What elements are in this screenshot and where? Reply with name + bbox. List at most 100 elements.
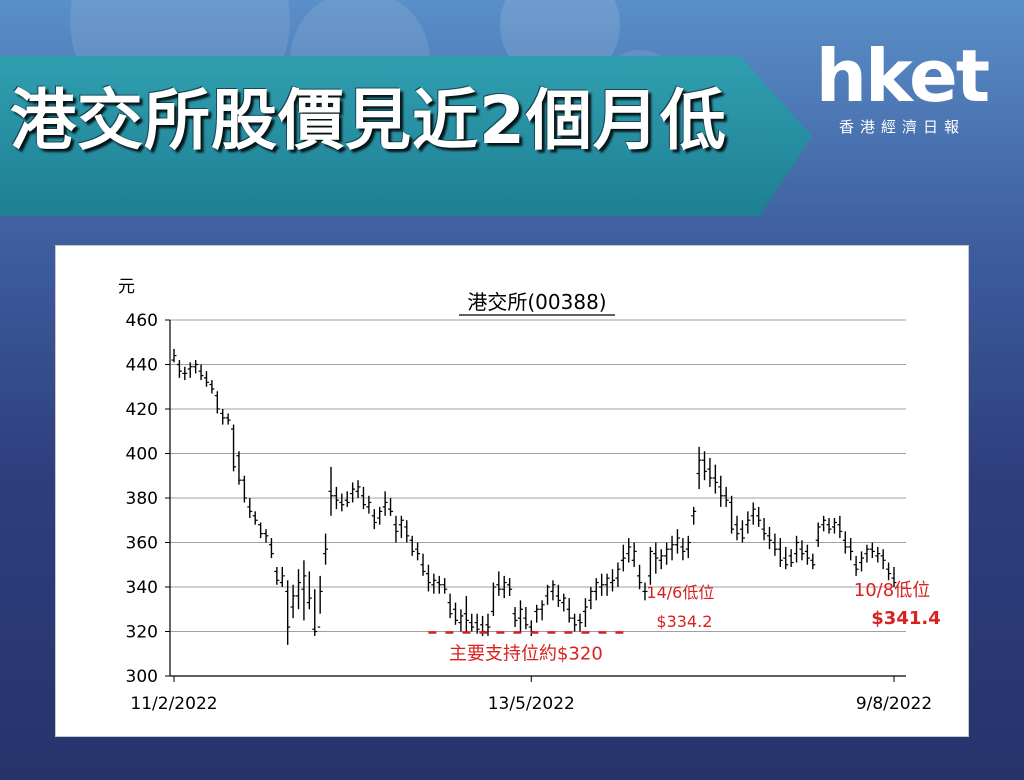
y-tick-labels: 300 320 340 360 380 400 420 440 460 bbox=[126, 311, 158, 687]
ohlc-bar bbox=[788, 549, 794, 567]
brand-logo: hket bbox=[815, 34, 990, 118]
ohlc-bar bbox=[821, 515, 827, 532]
ohlc-bar bbox=[355, 480, 361, 498]
axes bbox=[169, 320, 906, 677]
ohlc-bar bbox=[734, 515, 740, 541]
brand-block: hket 香港經濟日報 bbox=[812, 40, 992, 137]
ohlc-bar bbox=[420, 553, 426, 576]
ohlc-bar bbox=[572, 613, 578, 632]
ohlc-bar bbox=[344, 491, 350, 507]
ohlc-bar bbox=[442, 578, 448, 594]
ohlc-bar bbox=[626, 538, 632, 563]
ohlc-bar bbox=[366, 495, 372, 514]
ohlc-bar bbox=[263, 529, 269, 543]
low2-price-label: $341.4 bbox=[871, 608, 940, 629]
ohlc-bar bbox=[231, 424, 237, 472]
y-tick-label: 380 bbox=[126, 489, 158, 509]
ohlc-bar bbox=[236, 451, 242, 485]
ohlc-bar bbox=[599, 573, 605, 596]
ohlc-bar bbox=[810, 553, 816, 570]
ohlc-bar bbox=[545, 584, 551, 605]
ohlc-bar bbox=[360, 486, 366, 510]
ohlc-bar bbox=[745, 511, 751, 534]
ohlc-bar bbox=[534, 604, 540, 623]
ohlc-bar bbox=[268, 538, 274, 559]
ohlc-bar bbox=[848, 538, 854, 561]
ohlc-bar bbox=[550, 580, 556, 601]
ohlc-bar bbox=[756, 506, 762, 527]
ohlc-bar bbox=[490, 582, 496, 616]
ohlc-bars bbox=[171, 348, 897, 645]
ohlc-bar bbox=[642, 582, 648, 601]
ohlc-bar bbox=[171, 348, 177, 363]
ohlc-bar bbox=[664, 542, 670, 565]
ohlc-bar bbox=[339, 493, 345, 512]
ohlc-bar bbox=[582, 598, 588, 628]
y-tick-label: 460 bbox=[126, 311, 158, 331]
ohlc-bar bbox=[837, 515, 843, 539]
ohlc-bar bbox=[198, 364, 204, 381]
brand-subtitle: 香港經濟日報 bbox=[838, 118, 965, 136]
ohlc-bar bbox=[193, 360, 199, 374]
ohlc-bar bbox=[496, 571, 502, 596]
support-label: 主要支持位約$320 bbox=[449, 644, 603, 665]
ohlc-bar bbox=[209, 380, 215, 394]
ohlc-bar bbox=[696, 446, 702, 490]
ohlc-bar bbox=[859, 551, 865, 572]
y-tick-label: 440 bbox=[126, 356, 158, 376]
ohlc-bar bbox=[252, 511, 258, 525]
ohlc-bar bbox=[566, 598, 572, 623]
low1-price-label: $334.2 bbox=[656, 612, 712, 631]
ohlc-bar bbox=[853, 555, 859, 576]
ohlc-bar bbox=[620, 544, 626, 572]
ohlc-bar bbox=[312, 589, 318, 636]
ohlc-bar bbox=[631, 542, 637, 567]
ohlc-bar bbox=[718, 475, 724, 507]
ohlc-bar bbox=[723, 486, 729, 507]
ohlc-bar bbox=[772, 533, 778, 556]
ohlc-bar bbox=[317, 575, 323, 628]
ohlc-bar bbox=[377, 506, 383, 525]
ohlc-bar bbox=[707, 457, 713, 487]
y-axis-label: 元 bbox=[118, 277, 135, 297]
ohlc-bar bbox=[691, 506, 697, 525]
ohlc-bar bbox=[512, 607, 518, 628]
ohlc-bar bbox=[447, 593, 453, 619]
ohlc-bar bbox=[176, 360, 182, 378]
ohlc-bar bbox=[869, 542, 875, 559]
ohlc-bar bbox=[393, 515, 399, 543]
ohlc-bar bbox=[415, 542, 421, 561]
ohlc-bar bbox=[750, 502, 756, 525]
ohlc-bar bbox=[712, 464, 718, 494]
low2-label: 10/8低位 bbox=[854, 580, 930, 601]
ohlc-bar bbox=[517, 600, 523, 632]
annotations: 主要支持位約$320 14/6低位 $334.2 10/8低位 $341.4 bbox=[428, 580, 941, 665]
ohlc-bar bbox=[474, 613, 480, 634]
ohlc-bar bbox=[875, 546, 881, 563]
ohlc-bar bbox=[333, 486, 339, 510]
ohlc-bar bbox=[469, 613, 475, 632]
ohlc-bar bbox=[761, 518, 767, 541]
ohlc-bar bbox=[593, 578, 599, 601]
y-tick-label: 420 bbox=[126, 400, 158, 420]
y-tick-label: 340 bbox=[126, 578, 158, 598]
ohlc-bar bbox=[658, 549, 664, 570]
ohlc-bar bbox=[182, 366, 188, 381]
ohlc-bar bbox=[864, 544, 870, 563]
y-tick-label: 300 bbox=[126, 667, 158, 687]
ohlc-bar bbox=[274, 566, 280, 585]
ohlc-bar bbox=[404, 520, 410, 543]
ohlc-bar bbox=[214, 391, 220, 414]
ohlc-bar bbox=[187, 362, 193, 378]
ohlc-bar bbox=[382, 491, 388, 516]
ohlc-bar bbox=[290, 584, 296, 619]
ohlc-bar bbox=[685, 535, 691, 559]
ohlc-bar bbox=[804, 544, 810, 565]
ohlc-bar bbox=[783, 546, 789, 570]
ohlc-bar bbox=[815, 522, 821, 547]
chart-panel: 300 320 340 360 380 400 420 440 460 元 港交所(00388)… bbox=[55, 245, 969, 737]
x-tick-labels: 11/2/2022 13/5/2022 9/8/2022 bbox=[130, 676, 932, 714]
headline-title: 港交所股價見近2個月低 bbox=[10, 82, 727, 159]
gridlines bbox=[165, 319, 906, 677]
ohlc-bar bbox=[203, 371, 209, 387]
